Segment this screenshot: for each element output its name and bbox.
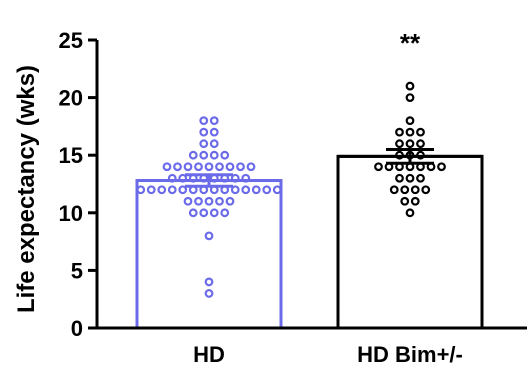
data-point xyxy=(162,162,172,172)
data-point xyxy=(209,150,219,160)
data-point xyxy=(246,162,256,172)
data-point xyxy=(188,208,198,218)
data-point xyxy=(241,185,251,195)
data-point xyxy=(204,277,214,287)
data-point xyxy=(204,289,214,298)
data-point xyxy=(405,127,415,137)
data-point xyxy=(405,81,415,91)
significance-label: ** xyxy=(400,28,421,58)
data-point xyxy=(421,185,431,195)
data-point xyxy=(220,208,230,218)
data-point xyxy=(178,185,188,195)
data-point xyxy=(194,196,203,206)
data-point xyxy=(167,185,177,195)
x-tick-label: HD xyxy=(193,342,225,367)
data-point xyxy=(405,173,415,183)
data-point xyxy=(199,127,209,137)
x-tick-label: HD Bim+/- xyxy=(357,342,463,367)
data-point xyxy=(416,139,425,149)
y-axis xyxy=(95,40,527,330)
data-point xyxy=(230,185,240,195)
data-point xyxy=(173,162,182,172)
data-point xyxy=(183,196,193,206)
points-layer xyxy=(136,81,446,298)
significance-markers: ** xyxy=(400,28,421,58)
y-tick-label: 10 xyxy=(59,201,83,226)
data-point xyxy=(374,162,383,172)
data-point xyxy=(199,208,209,218)
data-point xyxy=(395,127,404,137)
data-point xyxy=(236,162,245,172)
data-point xyxy=(215,162,224,172)
data-point xyxy=(410,185,420,195)
data-point xyxy=(395,139,404,149)
data-point xyxy=(146,185,156,195)
error-bars-layer xyxy=(137,147,482,188)
data-point xyxy=(199,116,209,126)
data-point xyxy=(209,127,219,137)
data-point xyxy=(204,196,214,206)
y-tick-label: 15 xyxy=(59,143,83,168)
data-point xyxy=(209,208,219,218)
data-point xyxy=(209,116,219,126)
data-point xyxy=(389,185,399,195)
data-point xyxy=(225,196,235,206)
data-point xyxy=(437,162,446,172)
data-point xyxy=(405,116,415,126)
data-point xyxy=(157,185,167,195)
data-point xyxy=(220,150,230,160)
data-point xyxy=(395,173,404,183)
data-point xyxy=(215,196,224,206)
y-tick-label: 5 xyxy=(71,258,83,283)
x-tick-labels: HD HD Bim+/- xyxy=(193,342,463,367)
y-tick-label: 25 xyxy=(59,28,83,53)
data-point xyxy=(405,208,415,218)
data-point xyxy=(199,139,209,149)
bars-layer xyxy=(135,154,484,330)
data-point xyxy=(272,185,282,195)
y-ticks: 0 5 10 15 20 25 xyxy=(59,28,97,341)
data-point xyxy=(262,185,272,195)
data-point xyxy=(400,185,410,195)
data-point xyxy=(188,150,198,160)
data-point xyxy=(400,196,410,206)
data-point xyxy=(194,162,203,172)
y-axis-label: Life expectancy (wks) xyxy=(13,65,40,313)
data-point xyxy=(136,185,146,195)
data-point xyxy=(405,139,415,149)
data-point xyxy=(204,162,214,172)
data-point xyxy=(183,162,193,172)
data-point xyxy=(204,231,214,241)
data-point xyxy=(410,196,420,206)
data-point xyxy=(199,150,209,160)
data-point xyxy=(225,162,235,172)
data-point xyxy=(209,139,219,149)
data-point xyxy=(416,127,425,137)
data-point xyxy=(416,173,425,183)
y-tick-label: 0 xyxy=(71,316,83,341)
y-tick-label: 20 xyxy=(59,86,83,111)
data-point xyxy=(405,93,415,102)
data-point xyxy=(251,185,261,195)
